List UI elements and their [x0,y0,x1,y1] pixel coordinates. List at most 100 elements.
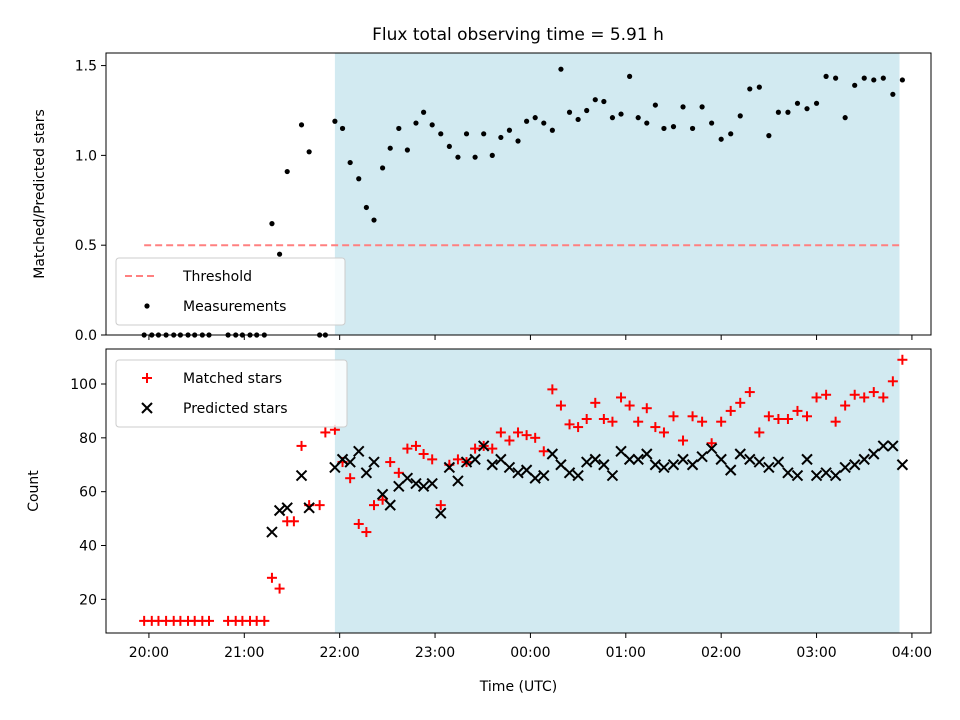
matched-star-point [887,376,898,387]
predicted-star-point [641,448,653,460]
matched-star-point [641,403,652,414]
predicted-star-point [503,461,516,474]
matched-legend-marker [142,373,152,383]
measurement-point [421,109,427,115]
matched-star-point [650,422,661,433]
matched-star-point [274,583,285,594]
predicted-star-point [486,459,498,471]
predicted-star-point [360,467,373,479]
measurement-point [618,111,624,117]
matched-star-point [204,615,215,626]
bottom-y-tick-label: 80 [79,431,97,447]
matched-star-point [840,400,851,411]
measurement-point [481,131,487,137]
matched-star-point [616,392,627,403]
top-y-ticks: 0.0 0.5 1.0 1.5 [75,59,106,344]
matched-star-point [811,392,822,403]
measurement-point [689,125,696,132]
predicted-star-point [848,459,861,471]
matched-star-point [435,500,446,511]
measurement-point [387,145,393,151]
top-axes-frame [105,52,932,336]
measurement-point [506,127,513,133]
measurement-point [670,124,677,130]
measurements-legend-swatch [144,303,150,309]
measurement-point [747,86,753,92]
predicted-star-point [273,504,286,517]
measurement-point [635,115,641,121]
x-tick-label: 04:00 [892,645,932,661]
matched-star-point [320,427,331,438]
matched-star-point [868,387,879,398]
predicted-star-point [580,456,593,468]
predicted-star-point [868,448,880,460]
measurement-point [718,136,724,142]
matched-star-point [598,413,609,424]
measurement-point [472,154,478,160]
measurement-point [644,120,650,126]
predicted-star-point [410,477,422,490]
matched-star-point [754,427,765,438]
matched-star-point [624,400,635,411]
matched-star-point [633,416,644,427]
bottom-axes-frame [105,348,932,634]
predicted-star-point [686,459,699,471]
top-panel: 0.0 0.5 1.0 1.5 Matched/Predicted stars Thr… [32,52,932,344]
bottom-y-tick-label: 100 [70,377,97,393]
measurement-point [575,116,581,123]
predicted-star-point [460,456,473,468]
measurement-point [379,165,386,171]
matched-star-point [725,405,736,416]
predicted-star-point [606,469,619,482]
matched-star-point [792,405,803,416]
measurement-point [709,120,715,126]
top-y-tick-label: 0.5 [75,238,97,254]
measurement-point [661,125,667,132]
matched-star-point [830,416,841,427]
measurement-point [699,104,705,110]
measurement-point [413,120,419,126]
x-tick-label: 00:00 [510,645,550,661]
predicted-star-point [801,453,813,466]
matched-legend-swatch [142,373,152,383]
matched-star-point [849,389,860,400]
predicted-star-point [512,467,524,479]
measurement-point [269,221,275,227]
top-y-tick-label: 1.0 [75,148,97,164]
predicted-star-point [763,461,775,474]
matched-star-point [353,518,364,529]
matched-star-point [495,427,506,438]
measurement-point [489,152,495,158]
predicted-star-point [572,469,584,482]
predicted-star-point [677,453,689,466]
matched-star-point [288,516,299,527]
measurement-point [785,109,791,115]
measurements-legend-label: Measurements [183,299,286,315]
matched-star-point [530,432,541,443]
matched-star-point [878,392,889,403]
predicted-star-point [368,456,380,468]
matched-star-point [581,413,592,424]
bottom-y-tick-label: 40 [79,539,97,555]
matched-star-point [487,443,498,454]
predicted-star-point [705,442,718,455]
predicted-star-point [858,453,870,466]
matched-star-point [452,454,463,465]
predicted-star-point [791,469,804,482]
predicted-legend-marker [141,402,153,414]
predicted-star-point [344,456,356,468]
measurement-point [455,154,461,160]
measurement-point [584,107,590,114]
predicted-star-point [426,477,438,490]
matched-star-point [821,389,832,400]
measurement-point [728,131,734,137]
measurement-point [592,97,598,103]
predicted-star-point [623,453,636,466]
measurement-point [404,147,410,153]
measurement-point [601,98,607,105]
predicted-star-point [529,472,541,484]
measurement-point [524,118,530,124]
predicted-star-point [772,456,785,468]
predicted-star-point [744,453,756,466]
measurement-point [609,115,616,121]
